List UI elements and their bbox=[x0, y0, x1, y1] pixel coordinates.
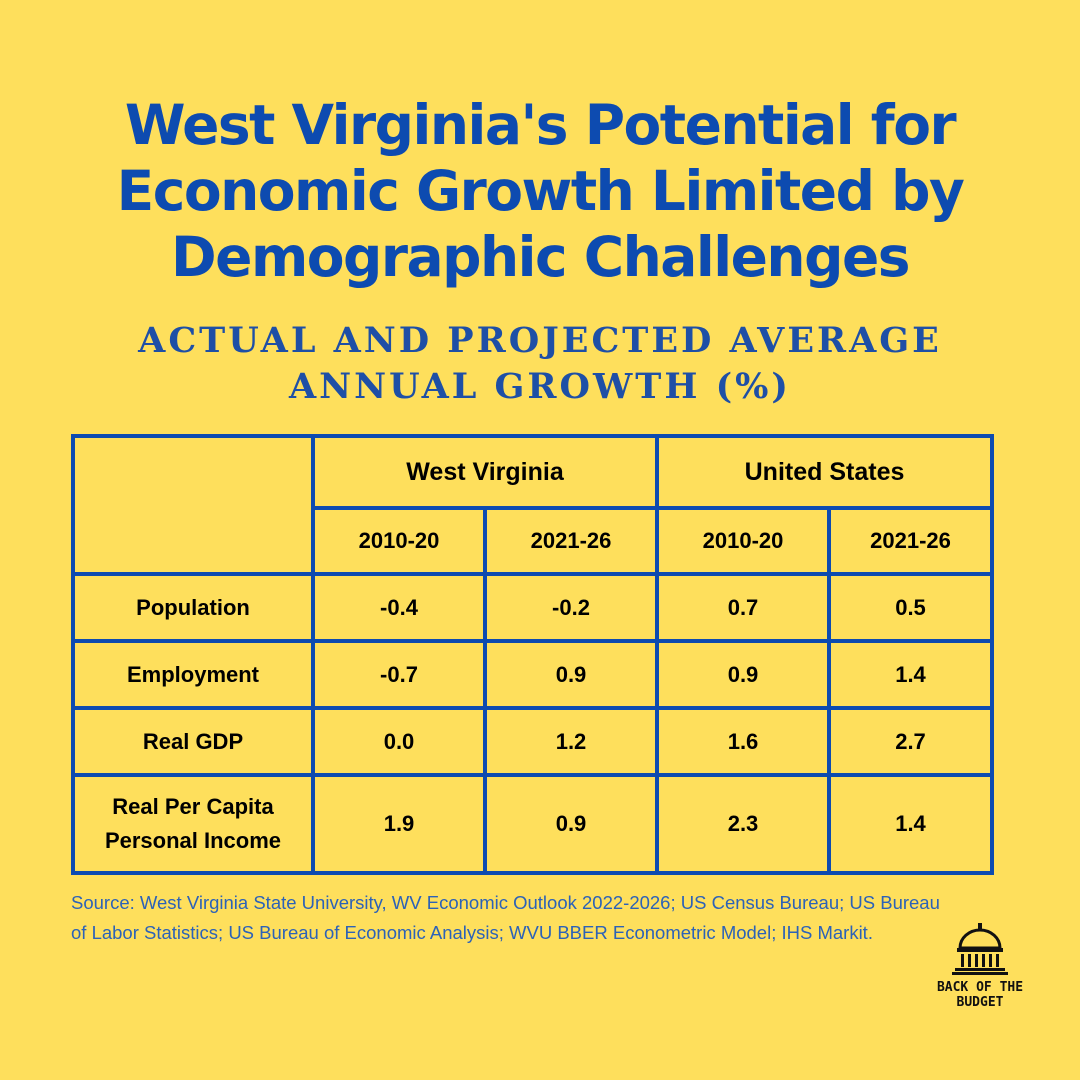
logo-line-1: BACK OF THE bbox=[936, 980, 1024, 995]
period-header-wv-2021-26: 2021-26 bbox=[483, 506, 659, 576]
period-header-row: 2010-20 2021-26 2010-20 2021-26 bbox=[73, 506, 995, 576]
table-cell: 1.6 bbox=[655, 706, 831, 777]
region-header-west-virginia: West Virginia bbox=[311, 434, 659, 510]
table-cell: 0.0 bbox=[311, 706, 487, 777]
page-title: West Virginia's Potential for Economic G… bbox=[0, 92, 1080, 290]
table-row-real-per-capita-income: Real Per Capita Personal Income 1.9 0.9 … bbox=[71, 773, 995, 875]
table-cell: 0.5 bbox=[826, 572, 995, 643]
table-cell: 1.2 bbox=[483, 706, 659, 777]
title-line-2: Economic Growth Limited by bbox=[116, 159, 965, 223]
subtitle-line-1: ACTUAL AND PROJECTED AVERAGE bbox=[138, 320, 942, 361]
table-cell: 0.9 bbox=[655, 639, 831, 710]
period-header-wv-2010-20: 2010-20 bbox=[311, 506, 487, 576]
table-cell: 0.9 bbox=[483, 639, 659, 710]
row-label-line-2: Personal Income bbox=[104, 828, 282, 853]
table-cell: 0.7 bbox=[655, 572, 831, 643]
table-row-population: Population -0.4 -0.2 0.7 0.5 bbox=[71, 572, 995, 643]
table-row-real-gdp: Real GDP 0.0 1.2 1.6 2.7 bbox=[71, 706, 995, 777]
row-label: Employment bbox=[71, 639, 315, 710]
table-cell: 1.9 bbox=[311, 773, 487, 875]
row-label-line-1: Real Per Capita bbox=[112, 794, 274, 819]
source-note: Source: West Virginia State University, … bbox=[71, 892, 940, 943]
title-line-3: Demographic Challenges bbox=[171, 225, 911, 289]
period-header-us-2021-26: 2021-26 bbox=[826, 506, 995, 576]
table-row-employment: Employment -0.7 0.9 0.9 1.4 bbox=[71, 639, 995, 710]
row-label: Real GDP bbox=[71, 706, 315, 777]
table-cell: 2.7 bbox=[826, 706, 995, 777]
table-cell: -0.4 bbox=[311, 572, 487, 643]
growth-table: West Virginia United States 2010-20 2021… bbox=[71, 434, 995, 875]
region-header-row: West Virginia United States bbox=[71, 434, 995, 576]
back-of-the-budget-logo: BACK OF THE BUDGET bbox=[928, 922, 1032, 1010]
table-cell: -0.2 bbox=[483, 572, 659, 643]
table-cell: 2.3 bbox=[655, 773, 831, 875]
capitol-dome-icon bbox=[952, 923, 1008, 975]
logo-wordmark: BACK OF THE BUDGET bbox=[928, 980, 1032, 1010]
table-cell: 1.4 bbox=[826, 639, 995, 710]
row-label: Real Per Capita Personal Income bbox=[71, 773, 315, 875]
table-cell: 0.9 bbox=[483, 773, 659, 875]
row-label: Population bbox=[71, 572, 315, 643]
period-header-us-2010-20: 2010-20 bbox=[655, 506, 831, 576]
table-cell: -0.7 bbox=[311, 639, 487, 710]
subtitle-line-2: ANNUAL GROWTH (%) bbox=[289, 366, 791, 407]
region-header-united-states: United States bbox=[654, 434, 995, 510]
table-cell: 1.4 bbox=[826, 773, 995, 875]
title-line-1: West Virginia's Potential for bbox=[124, 93, 957, 157]
empty-corner-cell bbox=[71, 434, 315, 576]
logo-line-2: BUDGET bbox=[956, 995, 1004, 1010]
table-subtitle: ACTUAL AND PROJECTED AVERAGE ANNUAL GROW… bbox=[0, 318, 1080, 410]
